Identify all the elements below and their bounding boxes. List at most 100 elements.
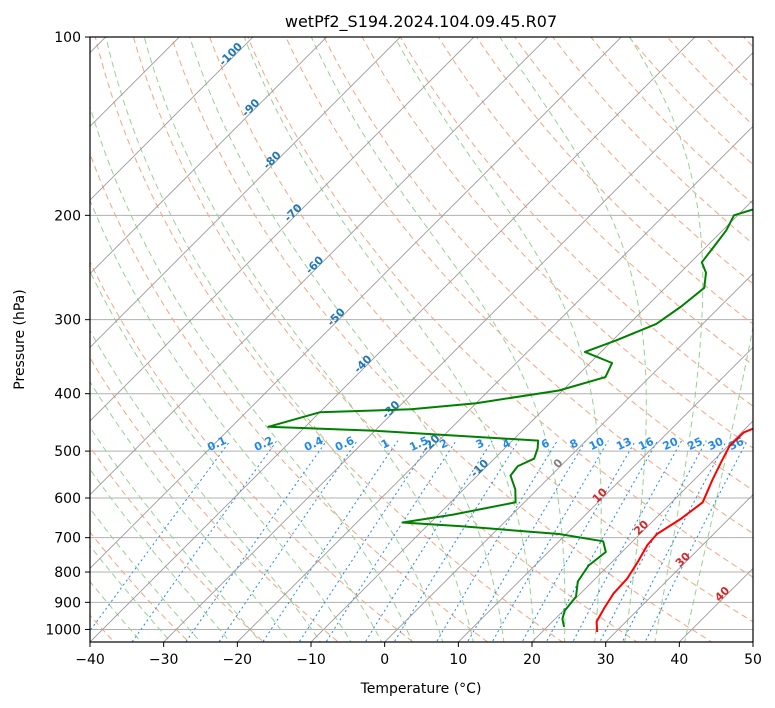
- mixing-ratio-line: [621, 440, 728, 642]
- y-axis-title: Pressure (hPa): [12, 289, 28, 389]
- y-tick-label: 400: [54, 387, 81, 403]
- moist-adiabat-label: 30: [673, 549, 693, 569]
- mixing-ratio-label: 10: [587, 435, 607, 453]
- moist-adiabat: [90, 270, 352, 642]
- dry-adiabats: [90, 37, 753, 642]
- mixing-ratio-line: [90, 440, 231, 632]
- moist-adiabat-label: 40: [712, 584, 732, 604]
- moist-adiabat: [629, 37, 704, 642]
- moist-adiabat: [243, 37, 535, 642]
- moist-adiabat: [499, 37, 647, 642]
- moist-adiabat: [310, 37, 566, 642]
- profiles: [267, 208, 753, 633]
- isotherm-line: [90, 37, 401, 348]
- mixing-ratio-label: 8: [568, 436, 580, 451]
- isotherm-line: [163, 52, 753, 642]
- isotherm-line: [90, 37, 475, 422]
- dry-adiabat: [361, 37, 753, 449]
- mixing-ratio-label: 36: [727, 435, 747, 453]
- y-tick-label: 100: [54, 30, 81, 46]
- mixing-ratio-line: [545, 440, 659, 642]
- dry-adiabat: [399, 37, 753, 407]
- x-tick-label: −10: [296, 652, 326, 668]
- dry-adiabat: [90, 260, 414, 642]
- isotherm-line: [90, 37, 696, 642]
- dry-adiabat: [90, 446, 265, 642]
- isotherm-line: [384, 273, 753, 642]
- isotherm-line: [236, 125, 753, 642]
- isotherm-line: [310, 199, 753, 642]
- mixing-ratio-label: 20: [661, 435, 681, 453]
- y-axis: 100 200 300 400 500 600 700 800 900 1000: [45, 30, 90, 638]
- moist-adiabats: [90, 37, 753, 642]
- moist-adiabat-label: 10: [590, 485, 610, 505]
- isotherm-line: [752, 641, 753, 642]
- dry-adiabat: [323, 37, 753, 491]
- mixing-ratio-label: 13: [614, 435, 633, 453]
- isotherm-line: [90, 37, 549, 496]
- mixing-ratio-line: [262, 440, 399, 642]
- mixing-ratio-line: [131, 440, 278, 642]
- mixing-ratio-line: [644, 440, 748, 642]
- moist-adiabat: [105, 37, 444, 642]
- mixing-ratio-line: [435, 440, 558, 642]
- dry-adiabat: [247, 37, 753, 578]
- mixing-ratio-line: [185, 440, 328, 642]
- isobar-gridlines: [90, 37, 753, 630]
- dry-adiabat-label: -70: [282, 201, 305, 224]
- isotherm-line: [457, 346, 753, 642]
- moist-adiabat: [90, 198, 383, 642]
- dry-adiabat: [170, 37, 713, 642]
- mixing-ratio-label: 3: [474, 436, 486, 451]
- x-axis: −40 −30 −20 −10 0 10 20 30 40 50: [75, 642, 762, 668]
- isotherm-gridlines: [0, 10, 753, 654]
- dry-adiabat-label: -80: [261, 148, 284, 171]
- mixing-ratio-line: [599, 440, 707, 642]
- dry-adiabat: [285, 37, 753, 535]
- x-tick-label: 10: [449, 652, 467, 668]
- y-tick-label: 600: [54, 491, 81, 507]
- x-tick-label: −30: [149, 652, 179, 668]
- plot-area: -100-90-80-70-60-50-40-30-20-10 010203040…: [0, 10, 753, 654]
- isotherm-line: [0, 10, 59, 654]
- x-tick-label: −20: [223, 652, 253, 668]
- x-tick-label: 50: [744, 652, 762, 668]
- mixing-ratio-label: 25: [685, 435, 704, 453]
- y-tick-label: 500: [54, 444, 81, 460]
- isotherm-line: [531, 420, 753, 642]
- isotherm-line: [90, 37, 622, 569]
- x-axis-title: Temperature (°C): [360, 681, 482, 697]
- moist-adiabat: [90, 426, 261, 642]
- dry-adiabat: [476, 37, 753, 325]
- mixing-ratio-line: [298, 440, 432, 642]
- mixing-ratio-label: 16: [636, 435, 656, 453]
- y-tick-label: 700: [54, 531, 81, 547]
- dry-adiabat: [90, 356, 340, 642]
- y-tick-label: 1000: [45, 622, 81, 638]
- x-tick-label: −40: [75, 652, 105, 668]
- isotherm-line: [90, 37, 254, 201]
- mixing-ratio-label: 1: [379, 436, 391, 451]
- moist-adiabat: [189, 37, 505, 642]
- isotherm-line: [605, 494, 753, 642]
- x-tick-label: 30: [597, 652, 615, 668]
- mixing-ratio-label: 30: [706, 435, 726, 453]
- dry-adiabat: [90, 531, 190, 642]
- dry-adiabat-label: -50: [325, 305, 348, 328]
- y-tick-label: 200: [54, 208, 81, 224]
- dry-adiabat: [590, 37, 753, 205]
- dry-adiabat-label: -100: [216, 40, 245, 69]
- mixing-ratio-line: [393, 440, 520, 642]
- x-tick-label: 20: [523, 652, 541, 668]
- y-tick-label: 900: [54, 595, 81, 611]
- moist-adiabat: [90, 329, 322, 642]
- moist-adiabat: [394, 37, 602, 642]
- mixing-ratio-line: [364, 440, 493, 642]
- x-tick-label: 40: [670, 652, 688, 668]
- mixing-ratio-line: [521, 440, 637, 642]
- dry-adiabat-label: -90: [239, 96, 262, 119]
- mixing-ratio-line: [572, 440, 683, 642]
- y-tick-label: 800: [54, 565, 81, 581]
- dry-adiabat-label: -10: [468, 457, 491, 480]
- moist-adiabat: [90, 380, 291, 642]
